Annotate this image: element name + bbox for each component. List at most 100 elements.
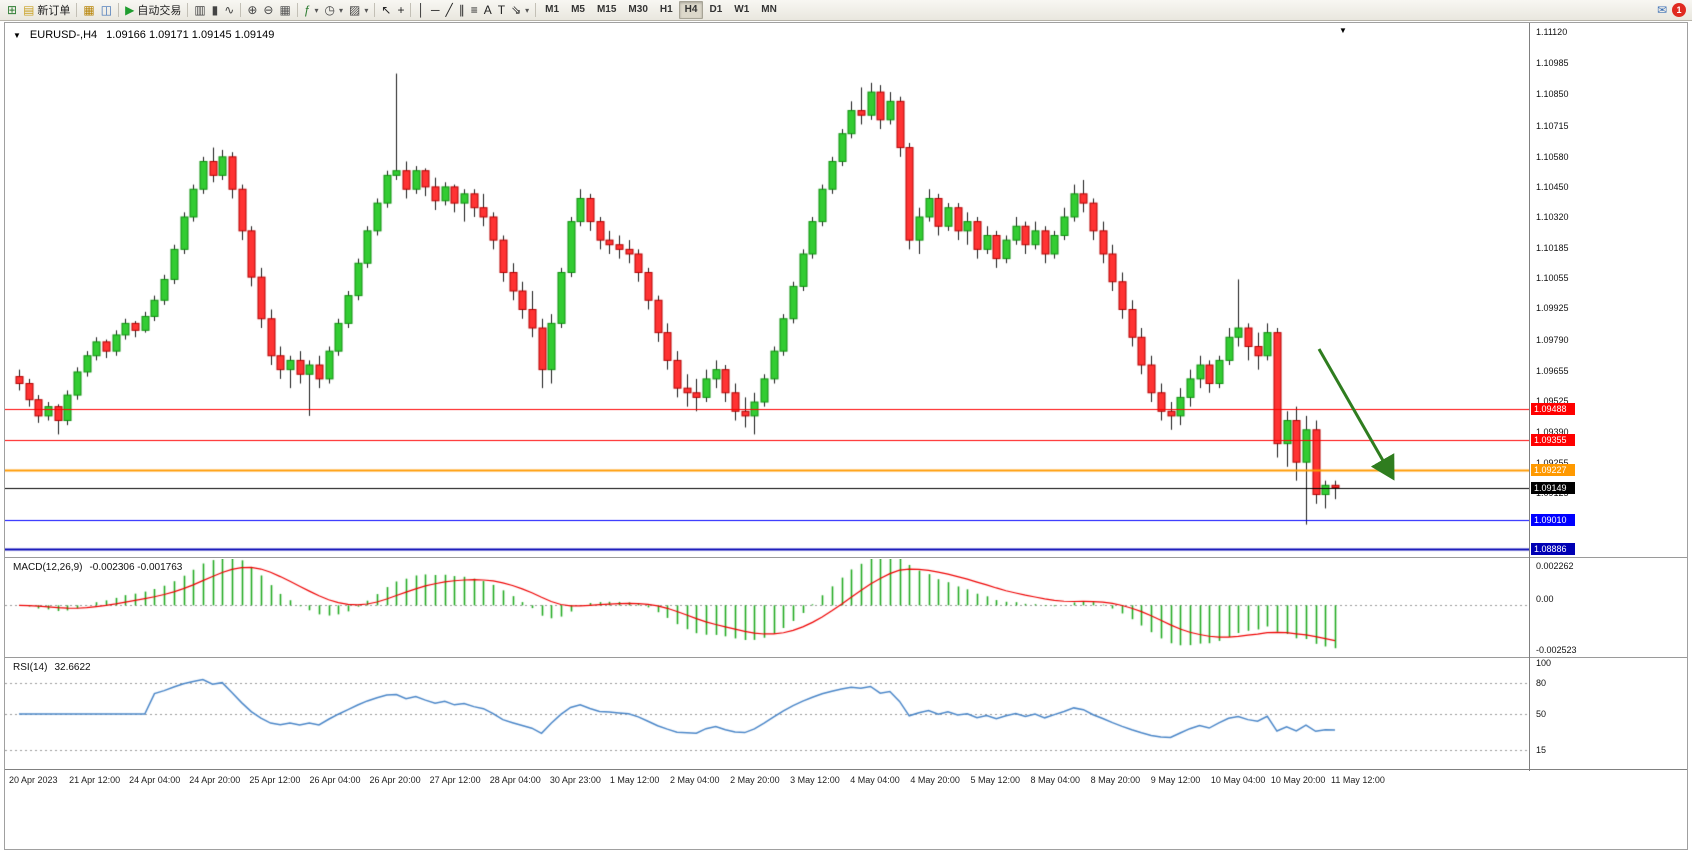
envelope-icon[interactable]: ✉ [1656, 2, 1667, 17]
price-tick: 1.09390 [1536, 427, 1569, 438]
zoom-in-button[interactable]: ⊕ [244, 2, 260, 19]
zoom-out-icon: ⊖ [263, 2, 274, 17]
rsi-axis-label: 15 [1536, 744, 1547, 755]
new-order-label: 新订单 [37, 5, 71, 17]
new-chart-button[interactable]: ⊞ [4, 2, 20, 19]
text-button[interactable]: A [481, 2, 495, 19]
horizontal-line-icon: ─ [430, 2, 440, 17]
auto-trading-button[interactable]: ▶ 自动交易 [122, 2, 184, 19]
arrow-tool-icon: ⇘ [511, 2, 522, 17]
horizontal-line-button[interactable]: ─ [428, 2, 443, 19]
arrows-button[interactable]: ⇘ ▾ [508, 2, 532, 19]
timeframe-h1[interactable]: H1 [659, 4, 673, 15]
price-tag: 1.09010 [1531, 513, 1575, 526]
price-tag: 1.09149 [1531, 481, 1575, 494]
indicators-button[interactable]: ƒ ▾ [301, 2, 322, 19]
label-button[interactable]: T [495, 2, 508, 19]
navigator-icon: ◫ [100, 2, 113, 17]
toolbar-separator [374, 3, 376, 17]
line-chart-mode-button[interactable]: ∿ [221, 2, 237, 19]
timeframe-m5[interactable]: M5 [571, 4, 585, 15]
macd-axis-label: -0.002523 [1536, 645, 1577, 655]
notification-badge[interactable]: 1 [1672, 3, 1686, 17]
time-axis-label: 28 Apr 04:00 [489, 775, 541, 785]
dropdown-arrow-icon: ▾ [364, 5, 369, 15]
price-tick: 1.09925 [1536, 303, 1569, 314]
time-axis-label: 24 Apr 20:00 [189, 775, 241, 785]
timeframe-mn[interactable]: MN [761, 4, 777, 15]
scroll-end-marker-icon[interactable]: ▼ [1339, 26, 1347, 35]
toolbar-separator [296, 3, 298, 17]
toolbar: ⊞ ▤ 新订单 ▦ ◫ ▶ 自动交易 ▥ ▮ ∿ ⊕ ⊖ ▦ ƒ ▾ ◷ ▾ ▨ ▾ ↖ + │ ─ ╱ ∥ ≡ A T ⇘ ▾ M1 M5 M… [0, 0, 1692, 21]
timeframe-m30[interactable]: M30 [628, 4, 648, 15]
timeframe-h4[interactable]: H4 [678, 1, 704, 19]
price-tag: 1.09488 [1531, 403, 1575, 416]
vertical-line-button[interactable]: │ [414, 2, 428, 19]
time-axis-label: 4 May 20:00 [910, 775, 960, 785]
pane-separator[interactable] [5, 557, 1687, 558]
price-tag: 1.08886 [1531, 542, 1575, 555]
macd-axis-label: 0.00 [1536, 594, 1554, 605]
macd-canvas[interactable] [5, 559, 1529, 657]
template-icon: ▨ [349, 2, 361, 17]
market-watch-button[interactable]: ▦ [80, 2, 97, 19]
crosshair-button[interactable]: + [394, 2, 407, 19]
time-axis-label: 2 May 20:00 [730, 775, 780, 785]
timeframe-m1[interactable]: M1 [545, 4, 560, 15]
zoom-out-button[interactable]: ⊖ [260, 2, 276, 19]
time-axis-label: 20 Apr 2023 [9, 775, 58, 785]
macd-label: MACD(12,26,9) [13, 562, 83, 573]
navigator-button[interactable]: ◫ [98, 2, 115, 19]
price-tag: 1.09355 [1531, 434, 1575, 447]
order-ticket-icon: ▤ [23, 2, 35, 17]
chart-title: EURUSD-,H4 [29, 29, 98, 41]
crosshair-icon: + [397, 2, 405, 17]
symbol-dropdown-icon[interactable]: ▼ [13, 30, 21, 40]
text-icon: A [483, 2, 492, 17]
rsi-axis-label: 80 [1536, 678, 1547, 689]
price-tick: 1.10850 [1536, 89, 1569, 100]
toolbar-separator [187, 3, 189, 17]
time-axis-label: 1 May 12:00 [609, 775, 660, 785]
channel-button[interactable]: ∥ [456, 2, 468, 19]
templates-button[interactable]: ▨ ▾ [346, 2, 371, 19]
timeframe-w1[interactable]: W1 [734, 4, 750, 15]
time-axis-label: 26 Apr 04:00 [309, 775, 361, 785]
tile-windows-button[interactable]: ▦ [276, 2, 293, 19]
timeframe-m15[interactable]: M15 [596, 4, 617, 15]
price-tick: 1.11120 [1536, 26, 1568, 37]
rsi-label-row: RSI(14) 32.6622 [13, 662, 91, 673]
price-tick: 1.10715 [1536, 120, 1569, 131]
time-axis-label: 10 May 04:00 [1210, 775, 1266, 785]
rsi-canvas[interactable] [5, 659, 1529, 769]
dropdown-arrow-icon: ▾ [314, 5, 319, 15]
rsi-label: RSI(14) [13, 662, 48, 673]
timeframe-d1[interactable]: D1 [709, 4, 723, 15]
auto-trading-label: 自动交易 [137, 5, 182, 17]
time-axis[interactable]: 20 Apr 2023 21 Apr 12:00 24 Apr 04:00 24 Ap… [5, 769, 1687, 806]
price-tick: 1.10185 [1536, 243, 1569, 254]
candle-chart-mode-button[interactable]: ▮ [209, 2, 222, 19]
bar-chart-mode-button[interactable]: ▥ [191, 2, 208, 19]
toolbar-separator [535, 3, 537, 17]
price-axis[interactable]: 1.11120 1.10985 1.10850 1.10715 1.10580 1.104… [1529, 23, 1688, 771]
tile-windows-icon: ▦ [279, 2, 291, 17]
cursor-button[interactable]: ↖ [378, 2, 394, 19]
time-axis-label: 21 Apr 12:00 [69, 775, 121, 785]
macd-axis-label: 0.002262 [1536, 561, 1574, 571]
macd-label-row: MACD(12,26,9) -0.002306 -0.001763 [13, 562, 182, 573]
new-order-button[interactable]: ▤ 新订单 [20, 2, 73, 19]
trendline-button[interactable]: ╱ [442, 2, 455, 19]
line-chart-icon: ∿ [224, 2, 235, 17]
rsi-axis-label: 100 [1536, 658, 1552, 668]
chart-header: ▼ EURUSD-,H4 1.09166 1.09171 1.09145 1.0… [13, 29, 274, 41]
price-tick: 1.09790 [1536, 334, 1569, 345]
price-tick: 1.09655 [1536, 365, 1569, 376]
pane-separator[interactable] [5, 657, 1687, 658]
fibonacci-button[interactable]: ≡ [468, 2, 481, 19]
price-tick: 1.10580 [1536, 151, 1569, 162]
price-tick: 1.10985 [1536, 58, 1569, 69]
price-chart-canvas[interactable] [5, 23, 1529, 559]
chart-window: ▼ EURUSD-,H4 1.09166 1.09171 1.09145 1.0… [4, 22, 1688, 850]
periods-button[interactable]: ◷ ▾ [322, 2, 347, 19]
